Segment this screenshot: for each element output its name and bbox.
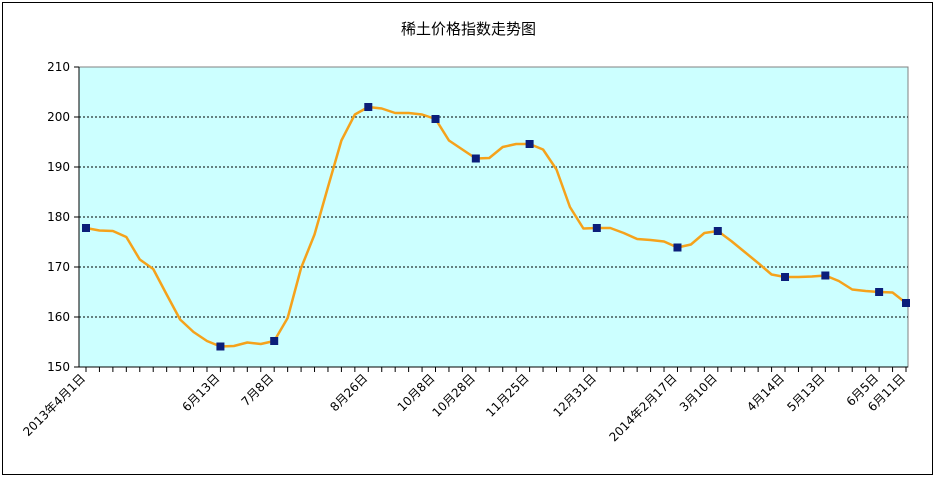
data-point	[875, 288, 884, 296]
data-point	[364, 103, 373, 111]
data-point	[525, 140, 534, 148]
x-tick-label: 12月31日	[550, 371, 598, 419]
data-point	[592, 224, 601, 232]
x-tick-label: 6月13日	[179, 371, 222, 414]
y-tick-label: 150	[47, 360, 70, 374]
plot-area	[78, 66, 909, 368]
data-point	[781, 273, 790, 281]
y-tick-label: 170	[47, 260, 70, 274]
x-tick-label: 5月13日	[784, 371, 827, 414]
data-point	[471, 154, 480, 163]
data-point	[902, 299, 910, 307]
y-tick-label: 210	[47, 60, 70, 74]
x-tick-label: 11月25日	[483, 371, 531, 419]
data-point	[673, 243, 682, 252]
x-tick-label: 10月28日	[429, 371, 477, 419]
chart-title: 稀土价格指数走势图	[400, 20, 536, 38]
y-tick-label: 180	[47, 210, 70, 224]
data-point	[82, 224, 90, 232]
x-tick-label: 8月26日	[327, 371, 370, 414]
data-point	[713, 227, 722, 235]
y-tick-label: 160	[47, 310, 70, 324]
x-tick-label: 2014年2月17日	[606, 371, 679, 444]
y-tick-label: 190	[47, 160, 70, 174]
y-tick-label: 200	[47, 110, 70, 124]
x-tick-label: 7月8日	[239, 371, 277, 409]
x-tick-label: 2013年4月1日	[20, 371, 88, 439]
data-point	[821, 271, 830, 280]
x-tick-label: 4月14日	[744, 371, 787, 414]
x-tick-label: 3月10日	[677, 371, 720, 414]
data-point	[431, 115, 440, 123]
data-point	[270, 337, 279, 345]
data-point	[216, 342, 225, 351]
